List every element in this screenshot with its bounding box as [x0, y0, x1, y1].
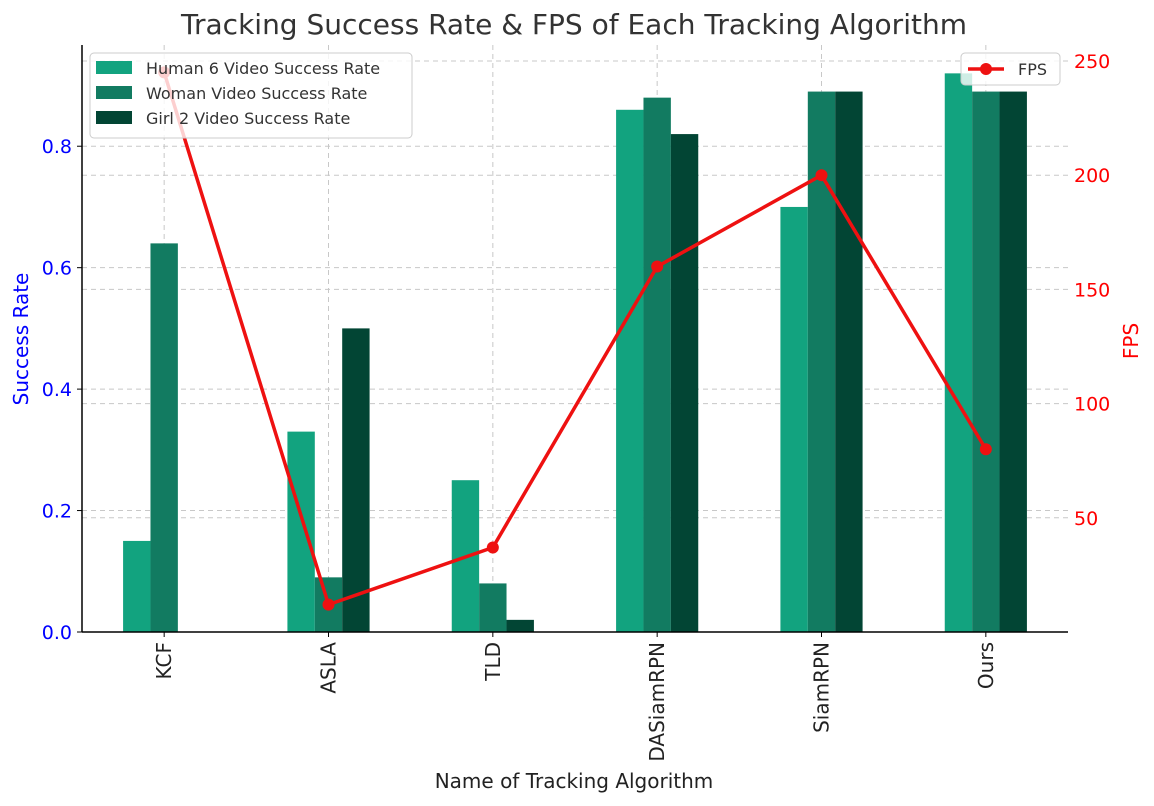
legend-swatch — [96, 61, 132, 74]
legend-bars-box — [89, 52, 413, 139]
bar — [972, 91, 1000, 633]
bar — [999, 91, 1027, 633]
legend-entry: Girl 2 Video Success Rate — [146, 109, 350, 128]
legend-swatch — [96, 111, 132, 124]
fps-point — [486, 541, 499, 554]
axes-layer: 0.0 0.2 0.4 0.6 0.8 50 100 150 200 250 KCF ASLA TLD D… — [42, 45, 1110, 762]
legend-layer: Human 6 Video Success Rate Woman Video Su… — [89, 52, 1061, 139]
fps-line — [162, 71, 988, 607]
y-tick-label: 0.8 — [42, 136, 72, 158]
bar — [123, 540, 151, 632]
bar — [342, 328, 370, 632]
x-tick-label: SiamRPN — [810, 642, 834, 733]
legend-entry: FPS — [1018, 60, 1047, 79]
legend-line-marker — [980, 63, 992, 75]
y2-axis-label: FPS — [1119, 323, 1143, 359]
bar — [506, 619, 534, 632]
x-tick-label: ASLA — [317, 642, 341, 694]
y2-tick-label: 50 — [1074, 508, 1098, 530]
chart-title: Tracking Success Rate & FPS of Each Trac… — [180, 8, 967, 41]
y-tick-label: 0.2 — [42, 501, 72, 523]
legend-entry: Woman Video Success Rate — [146, 84, 367, 103]
y2-tick-label: 100 — [1074, 394, 1110, 416]
legend-line: FPS — [960, 52, 1061, 86]
bar — [670, 134, 699, 633]
bar — [150, 243, 178, 633]
y2-tick-label: 150 — [1074, 279, 1110, 301]
y-axis-label: Success Rate — [9, 273, 33, 406]
bar — [643, 97, 671, 633]
bars-layer — [123, 73, 1027, 633]
bar — [835, 91, 863, 633]
fps-point — [322, 598, 335, 611]
legend-swatch — [96, 86, 132, 99]
legend-bars: Human 6 Video Success Rate Woman Video Su… — [89, 52, 413, 139]
x-tick-label: TLD — [481, 642, 505, 682]
bar — [287, 431, 315, 632]
y-tick-label: 0.6 — [42, 258, 72, 280]
bar — [479, 583, 507, 632]
bar — [780, 206, 808, 633]
x-tick-label: Ours — [974, 642, 998, 689]
legend-entry: Human 6 Video Success Rate — [146, 59, 380, 78]
fps-point — [979, 443, 992, 456]
fps-point — [651, 260, 664, 273]
fps-point — [815, 169, 828, 182]
x-tick-label: DASiamRPN — [645, 642, 669, 762]
line-layer — [158, 66, 992, 611]
y2-tick-label: 200 — [1074, 165, 1110, 187]
y-tick-label: 0.0 — [42, 622, 72, 644]
bar — [944, 73, 973, 633]
y-tick-label: 0.4 — [42, 379, 72, 401]
y2-tick-label: 250 — [1074, 51, 1110, 73]
legend-line-box — [960, 52, 1061, 86]
bar — [616, 109, 644, 633]
x-axis-label: Name of Tracking Algorithm — [435, 769, 714, 793]
x-tick-label: KCF — [152, 642, 176, 680]
